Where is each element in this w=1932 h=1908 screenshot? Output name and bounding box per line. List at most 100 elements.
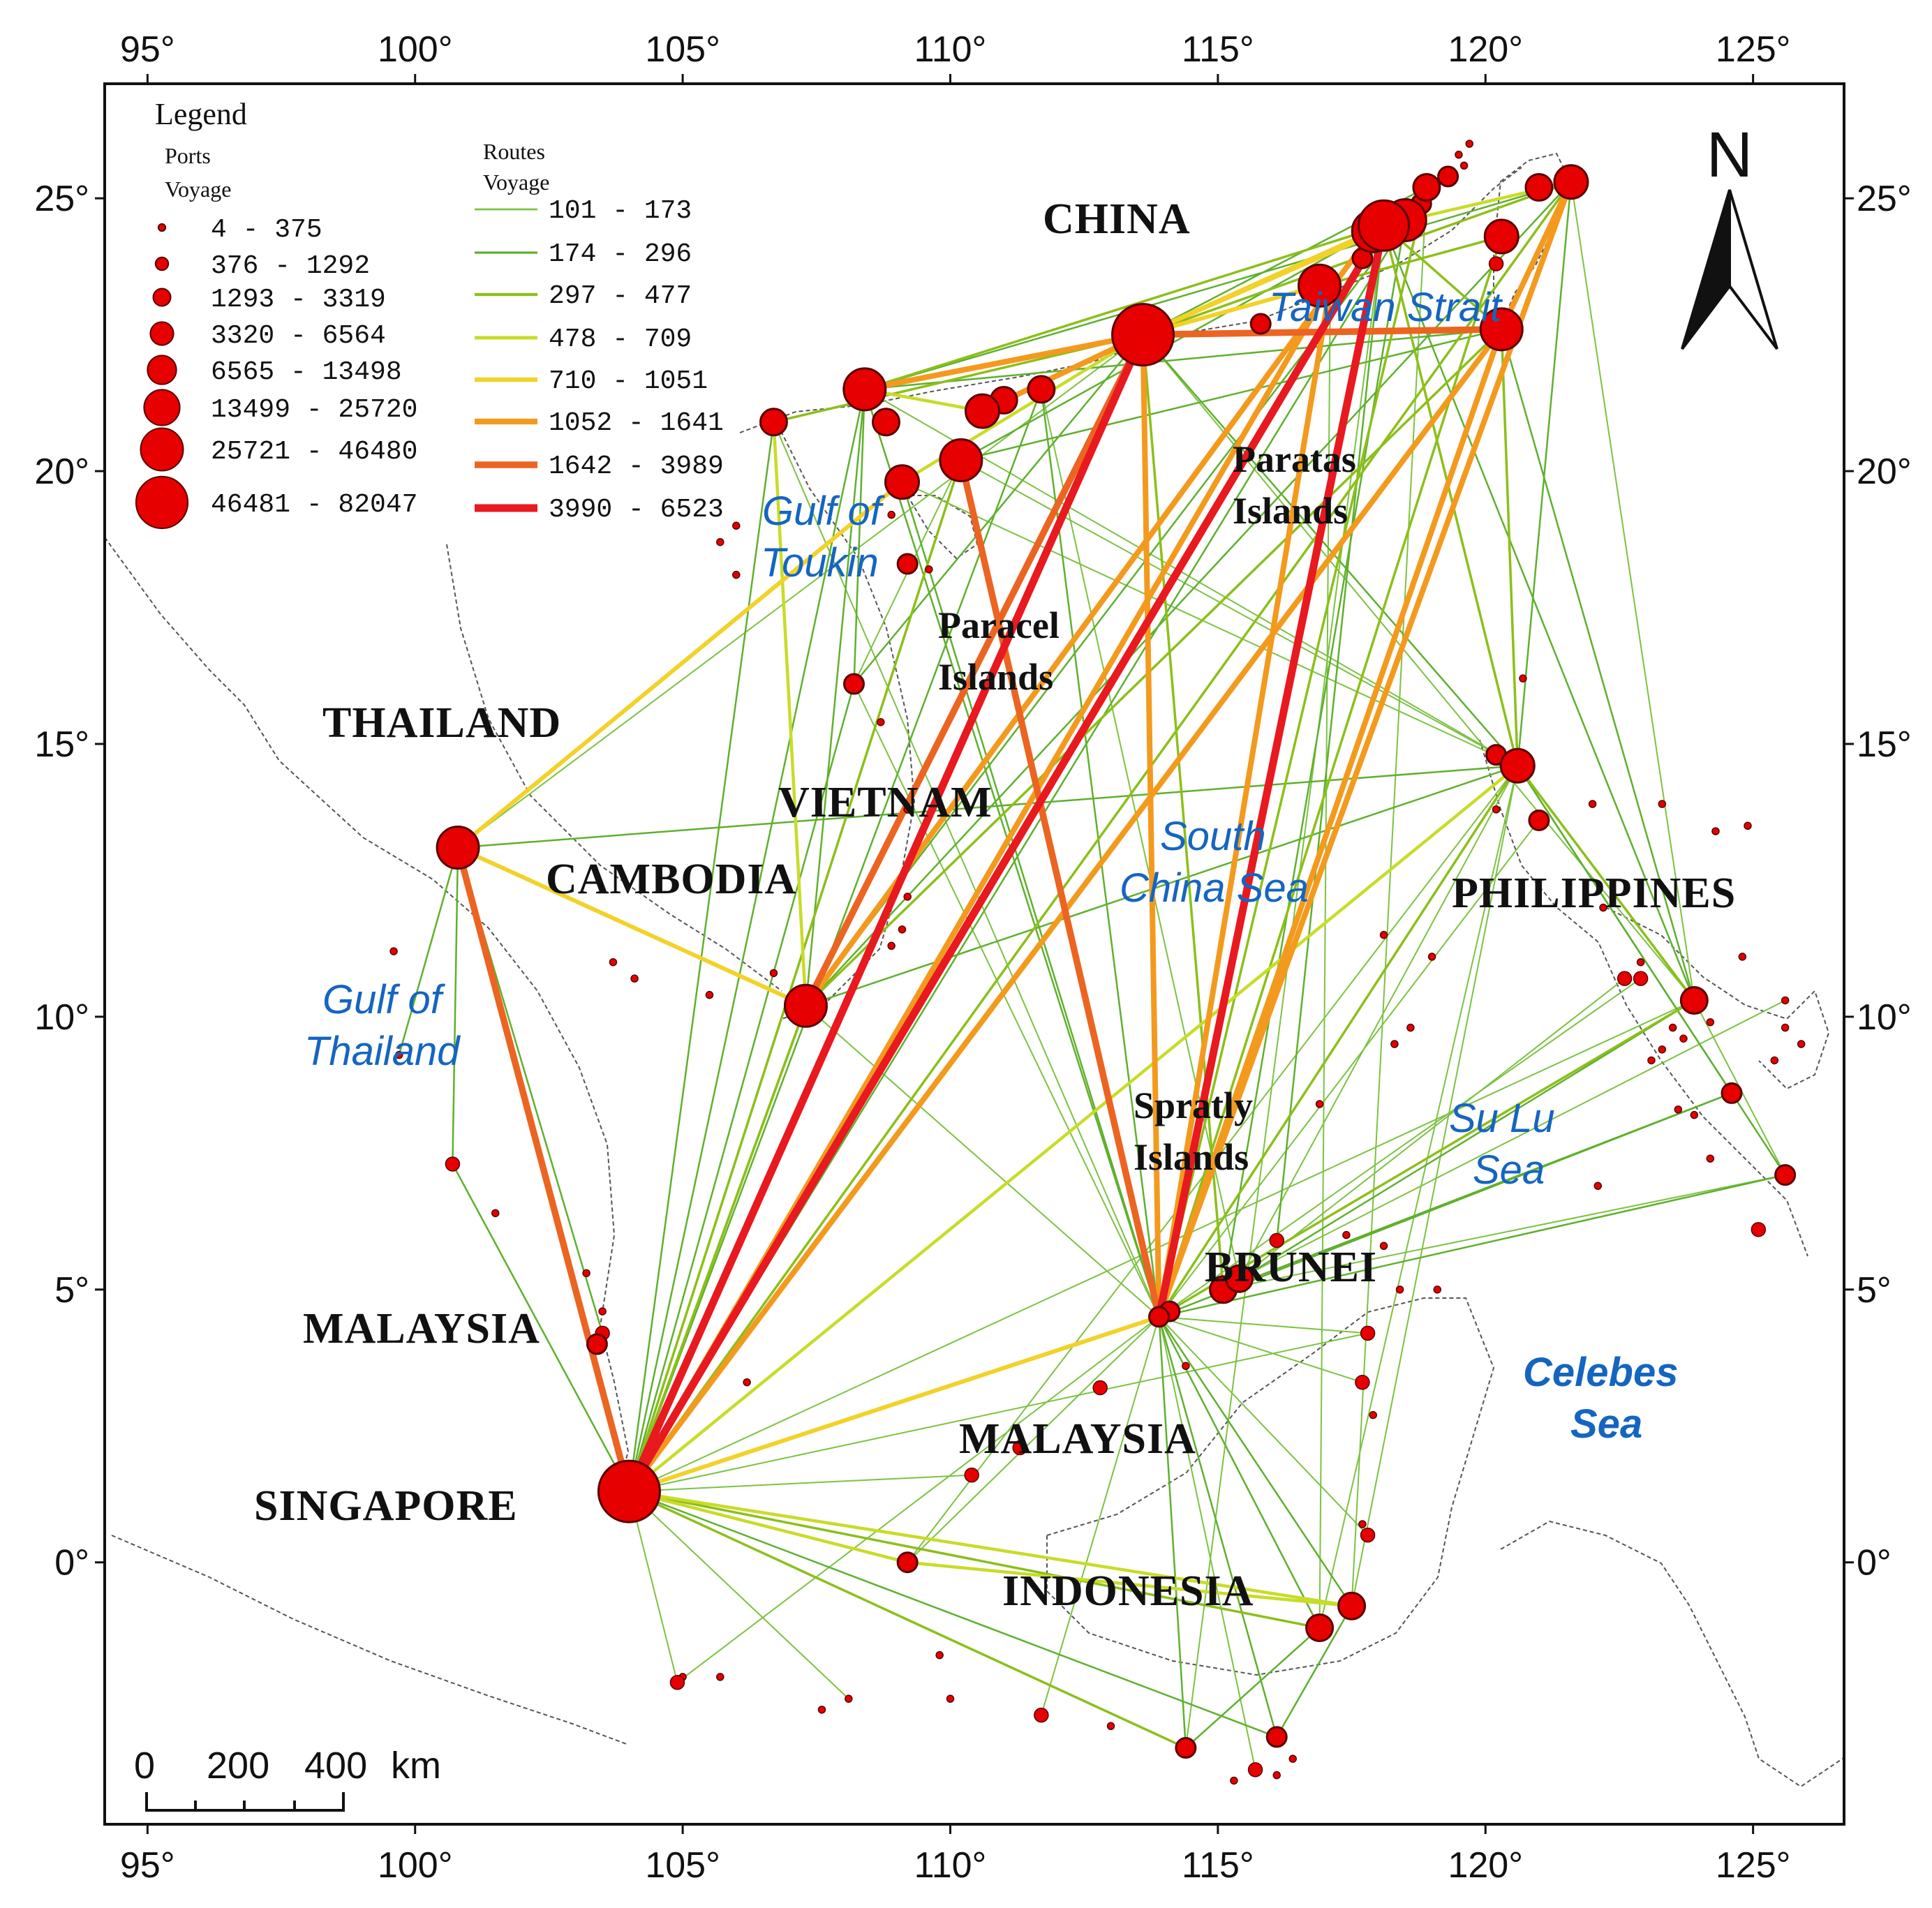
route-line: [1351, 186, 1427, 1607]
lon-label-bottom: 95°: [120, 1845, 175, 1886]
label-celebes-sea-1: Celebes: [1523, 1350, 1678, 1395]
legend-port-label: 25721 - 46480: [211, 437, 417, 467]
route-line: [1184, 225, 1385, 1749]
route-line: [1040, 388, 1160, 1318]
port-marker: [705, 990, 714, 999]
route-line: [1517, 765, 1733, 1094]
legend-routes-classes: 101 - 173 174 - 296 297 - 477 478 - 709 710 …: [475, 196, 724, 525]
north-arrow-outline: [1728, 189, 1778, 350]
port-marker: [1106, 1722, 1115, 1731]
port-marker: [877, 717, 885, 726]
legend-port-symbol: [152, 288, 172, 307]
scale-bar: 0 200 400 km: [134, 1745, 441, 1812]
port-marker: [1465, 140, 1474, 148]
label-gulf-toukin-2: Toukin: [761, 540, 879, 586]
route-line: [853, 683, 1160, 1318]
port-marker: [716, 1673, 724, 1681]
legend-port-label: 13499 - 25720: [211, 395, 417, 425]
port-marker: [743, 1378, 751, 1387]
port-marker: [1230, 1776, 1238, 1785]
route-line: [627, 764, 1519, 1493]
lon-label-top: 110°: [914, 29, 987, 70]
port-marker: [1488, 256, 1504, 271]
port-marker: [842, 367, 887, 412]
route-line: [863, 328, 1503, 391]
route-line: [958, 456, 1163, 1320]
route-line: [1184, 1627, 1321, 1749]
port-marker: [1599, 903, 1607, 912]
port-marker: [1337, 1591, 1367, 1620]
route-line: [1141, 333, 1225, 1291]
label-paratas-1: Paratas: [1233, 438, 1356, 480]
label-celebes-sea-2: Sea: [1570, 1401, 1642, 1447]
port-marker: [1249, 313, 1272, 335]
route-line: [802, 331, 1147, 1010]
route-line: [1238, 978, 1626, 1280]
port-marker: [1342, 1230, 1351, 1239]
port-marker: [445, 1156, 461, 1172]
lon-label-top: 125°: [1716, 29, 1791, 70]
route-line: [1158, 1174, 1786, 1318]
port-marker: [1395, 1285, 1404, 1294]
label-sulu-sea-2: Sea: [1473, 1147, 1545, 1193]
route-line: [1158, 1316, 1369, 1334]
route-line: [1500, 328, 1519, 768]
label-china: CHINA: [1043, 195, 1191, 243]
route-line: [1158, 1316, 1256, 1771]
lat-label-right: 20°: [1857, 452, 1912, 492]
port-marker: [884, 464, 920, 500]
route-line: [773, 421, 1160, 1318]
port-marker: [597, 1459, 661, 1523]
port-marker: [1012, 1440, 1027, 1456]
lon-label-bottom: 105°: [645, 1845, 720, 1886]
route-line: [1570, 181, 1695, 1001]
port-marker: [1781, 996, 1790, 1005]
route-line: [1382, 224, 1519, 768]
port-marker: [1355, 1374, 1370, 1390]
scale-label-400: 400: [304, 1745, 367, 1787]
route-line: [627, 1489, 909, 1564]
route-line: [1238, 999, 1786, 1280]
port-marker: [1674, 1105, 1683, 1114]
label-gulf-toukin-1: Gulf of: [762, 489, 886, 534]
port-marker: [609, 957, 618, 967]
legend-route-label: 3990 - 6523: [549, 495, 724, 525]
port-marker: [1617, 971, 1633, 986]
route-line: [456, 479, 905, 850]
label-thailand: THAILAND: [322, 699, 561, 747]
lat-label-right: 0°: [1857, 1543, 1892, 1583]
port-marker: [1658, 800, 1667, 808]
lon-label-bottom: 110°: [914, 1845, 987, 1886]
route-line: [398, 847, 459, 1056]
lat-label-right: 25°: [1857, 179, 1912, 219]
route-line: [1156, 283, 1333, 1320]
legend-port-symbol: [135, 475, 189, 530]
route-line: [960, 328, 1503, 461]
legend-ports-subtitle: Voyage: [165, 177, 231, 202]
route-line: [1156, 326, 1505, 1320]
port-marker: [630, 974, 639, 983]
label-taiwan-strait: Taiwan Strait: [1269, 285, 1503, 330]
route-line: [456, 845, 808, 1008]
route-line: [1040, 388, 1240, 1280]
port-marker: [1636, 957, 1645, 967]
port-marker: [1528, 809, 1550, 831]
route-line: [628, 1491, 849, 1700]
port-marker: [1588, 800, 1597, 808]
route-line: [1040, 1316, 1160, 1716]
legend-port-label: 46481 - 82047: [211, 490, 417, 520]
legend-routes-subtitle: Voyage: [483, 170, 549, 195]
port-marker: [1781, 1023, 1790, 1032]
port-marker: [1483, 218, 1519, 255]
port-marker: [1744, 821, 1752, 830]
port-marker: [1358, 199, 1411, 252]
legend-route-label: 478 - 709: [549, 325, 692, 355]
port-marker: [1360, 1527, 1376, 1543]
legend-route-label: 174 - 296: [549, 239, 692, 269]
route-line: [1222, 1174, 1786, 1290]
port-marker: [896, 553, 919, 575]
label-paracel-1: Paracel: [938, 604, 1060, 646]
port-marker: [1593, 1182, 1603, 1191]
route-line: [901, 481, 1519, 767]
route-line: [627, 1489, 1353, 1608]
